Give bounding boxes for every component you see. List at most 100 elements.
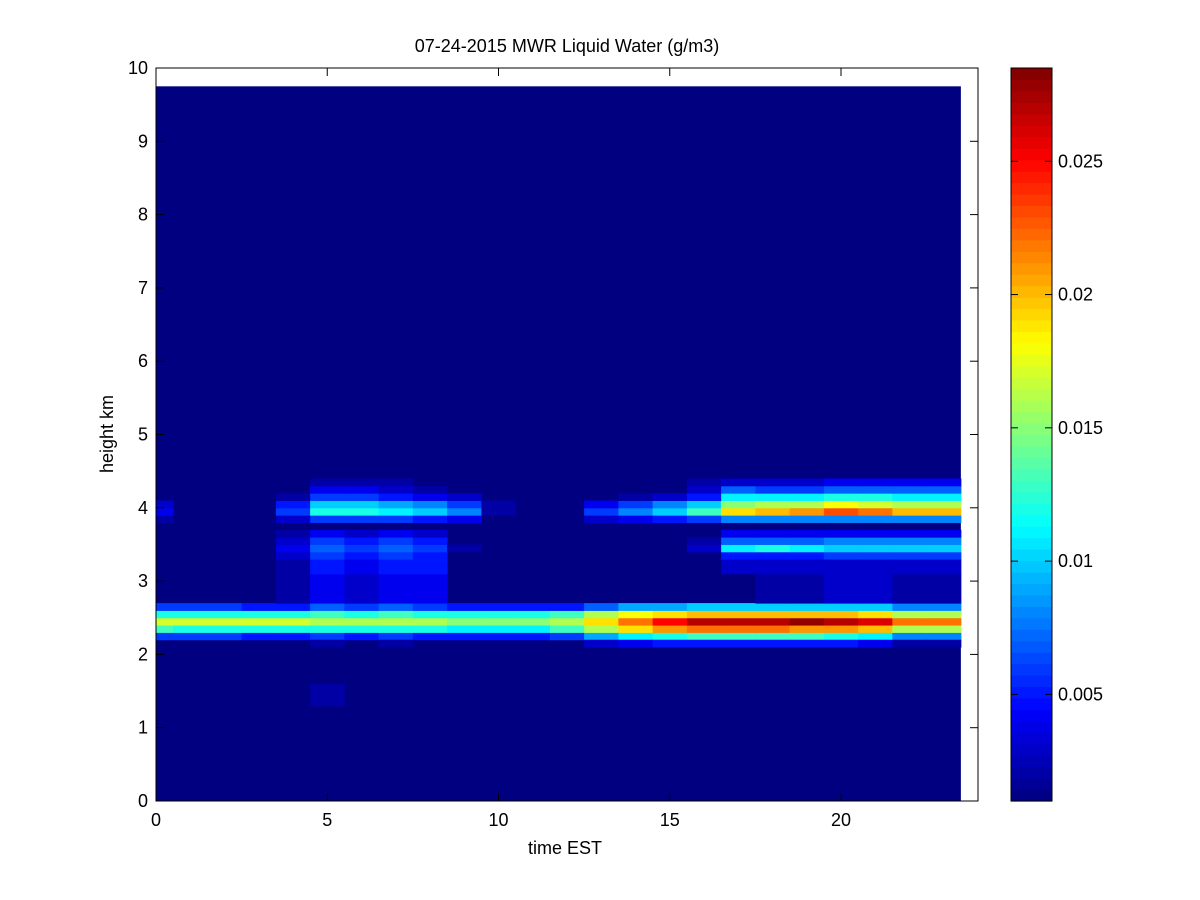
heatmap-cell [447, 507, 482, 516]
heatmap-cell [686, 625, 722, 633]
colorbar-tick-label: 0.02 [1058, 285, 1093, 305]
heatmap-cell [156, 625, 174, 633]
heatmap-cell [721, 485, 756, 494]
heatmap-cell [858, 537, 893, 545]
heatmap-cell [447, 610, 482, 619]
heatmap-cell [412, 610, 448, 619]
heatmap-cell [789, 573, 825, 604]
colorbar-band [1011, 766, 1052, 779]
heatmap-cell [549, 610, 585, 619]
heatmap-cell [926, 559, 962, 575]
y-tick-label: 2 [138, 644, 148, 664]
heatmap-cell [789, 529, 825, 538]
colorbar-band [1011, 560, 1052, 573]
colorbar-band [1011, 125, 1052, 138]
heatmap-cell [275, 551, 311, 560]
colorbar-band [1011, 331, 1052, 344]
heatmap-cell [378, 529, 414, 538]
heatmap-cell [892, 515, 928, 523]
heatmap-cell [823, 559, 859, 575]
heatmap-cell [344, 603, 380, 611]
heatmap-cell [892, 573, 928, 604]
colorbar-band [1011, 468, 1052, 481]
heatmap-cell [721, 625, 756, 633]
heatmap-cell [823, 551, 859, 560]
colorbar-band [1011, 79, 1052, 92]
heatmap-cell [378, 537, 414, 545]
colorbar-band [1011, 526, 1052, 539]
heatmap-cell [652, 515, 688, 523]
heatmap-cell [275, 573, 311, 604]
heatmap-cell [310, 610, 345, 619]
heatmap-cell [755, 639, 791, 648]
heatmap-cell [652, 500, 688, 509]
colorbar-band [1011, 606, 1052, 619]
heatmap-cell [378, 603, 414, 611]
heatmap-cell [926, 617, 962, 626]
heatmap-cell [481, 507, 517, 516]
heatmap-cell [275, 493, 311, 501]
heatmap-cell [412, 617, 448, 626]
heatmap-cell [618, 515, 654, 523]
colorbar-band [1011, 755, 1052, 768]
heatmap-cell [310, 573, 345, 604]
chart-title: 07-24-2015 MWR Liquid Water (g/m3) [415, 36, 719, 56]
y-axis-label: height km [97, 395, 117, 473]
heatmap-cell [686, 603, 722, 611]
heatmap-cell [241, 617, 277, 626]
heatmap-cell [173, 625, 208, 633]
heatmap-cell [156, 500, 174, 509]
heatmap-cell [892, 537, 928, 545]
y-tick-label: 8 [138, 205, 148, 225]
heatmap-cell [858, 507, 893, 516]
heatmap-cell [310, 500, 345, 509]
heatmap-cell [515, 610, 551, 619]
heatmap-cell [789, 493, 825, 501]
heatmap-cell [481, 603, 517, 611]
heatmap-cell [652, 617, 688, 626]
heatmap-cell [275, 515, 311, 523]
heatmap-cell [481, 500, 517, 509]
heatmap-cell [789, 537, 825, 545]
heatmap-cell [481, 625, 517, 633]
heatmap-cell [892, 500, 928, 509]
heatmap-cell [310, 529, 345, 538]
heatmap-cell [926, 632, 962, 641]
heatmap-cell [378, 625, 414, 633]
x-tick-label: 10 [488, 810, 508, 830]
heatmap-cell [378, 507, 414, 516]
heatmap-cell [789, 632, 825, 641]
colorbar-band [1011, 537, 1052, 550]
heatmap-cell [344, 625, 380, 633]
heatmap-cell [412, 485, 448, 494]
colorbar-band [1011, 228, 1052, 241]
heatmap-cell [173, 632, 208, 641]
heatmap-cell [344, 573, 380, 604]
colorbar-band [1011, 239, 1052, 252]
heatmap-cell [755, 500, 791, 509]
heatmap-cell [858, 610, 893, 619]
heatmap-cell [344, 537, 380, 545]
heatmap-cell [926, 493, 962, 501]
heatmap-cell [447, 603, 482, 611]
heatmap-cell [755, 625, 791, 633]
heatmap-cell [926, 551, 962, 560]
heatmap-cell [892, 603, 928, 611]
heatmap-cell [721, 617, 756, 626]
heatmap-cell [549, 617, 585, 626]
heatmap-cell [310, 485, 345, 494]
colorbar-tick-label: 0.01 [1058, 551, 1093, 571]
heatmap-cell [789, 500, 825, 509]
x-tick-label: 5 [322, 810, 332, 830]
heatmap-cell [858, 544, 893, 553]
colorbar-band [1011, 90, 1052, 103]
heatmap-cell [823, 500, 859, 509]
heatmap-cell [892, 493, 928, 501]
heatmap-cell [858, 493, 893, 501]
heatmap-cell [686, 610, 722, 619]
colorbar-band [1011, 480, 1052, 493]
heatmap-cell [310, 537, 345, 545]
heatmap-cell [344, 617, 380, 626]
heatmap-cell [652, 507, 688, 516]
heatmap-cell [378, 610, 414, 619]
